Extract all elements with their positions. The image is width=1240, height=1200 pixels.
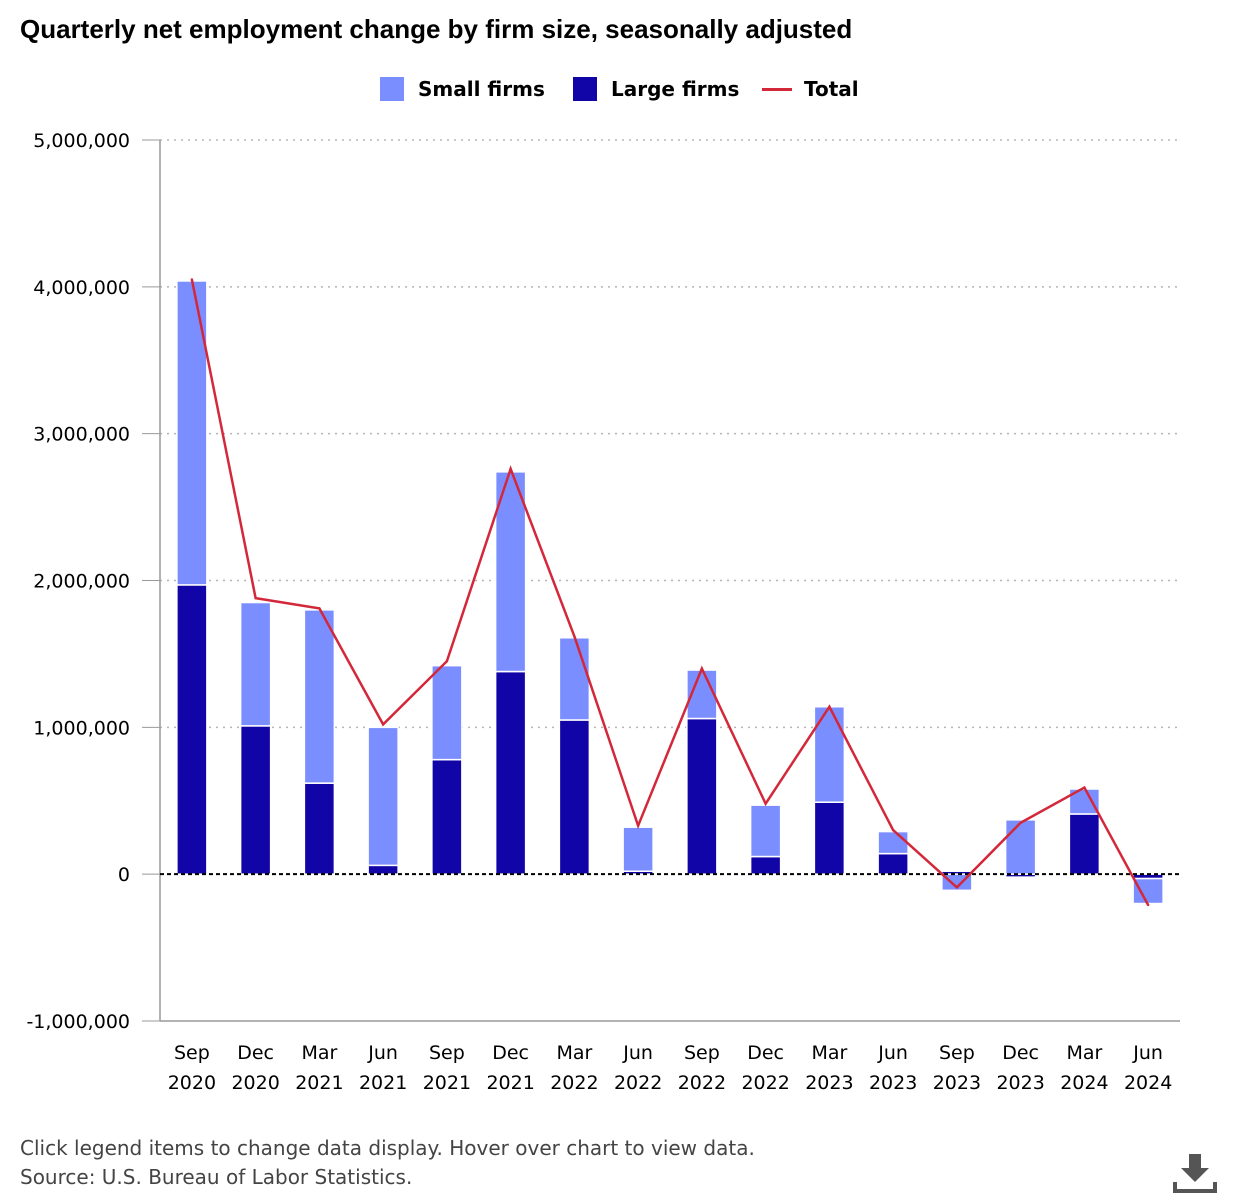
bar-large-firms — [303, 782, 336, 875]
total-point — [573, 635, 576, 638]
chart-title: Quarterly net employment change by firm … — [20, 14, 853, 44]
bar-small-firms — [367, 726, 399, 867]
bar-small-firms — [431, 664, 463, 761]
bar-large-firms — [1068, 813, 1101, 875]
total-point — [318, 607, 321, 610]
bar-small-firms — [749, 804, 782, 858]
bar-large-firms — [686, 717, 718, 875]
x-tick-label: Sep 2020 — [168, 1042, 216, 1094]
bar-large-firms — [367, 864, 399, 875]
legend-label-small-firms: Small firms — [418, 77, 545, 101]
bar-small-firms — [622, 826, 654, 872]
x-tick-label: Dec 2020 — [231, 1042, 279, 1094]
y-tick-label: 3,000,000 — [33, 424, 130, 446]
x-tick-label: Jun 2023 — [869, 1042, 917, 1094]
total-point — [381, 723, 385, 726]
chart-plot[interactable]: 5,000,000 4,000,000 3,000,000 2,000,000 1,00… — [0, 110, 1240, 1110]
legend-item-small-firms[interactable]: Small firms — [380, 72, 545, 106]
bar-large-firms — [877, 852, 909, 875]
bar-small-firms — [239, 601, 272, 727]
small-firms-swatch — [380, 77, 404, 101]
bar-small-firms — [558, 637, 591, 721]
bar-small-firms — [877, 830, 909, 855]
bar-large-firms — [431, 758, 463, 875]
large-firms-swatch — [573, 77, 597, 101]
y-tick-label: 5,000,000 — [33, 130, 130, 152]
x-tick-label: Mar 2021 — [295, 1042, 343, 1094]
total-point — [190, 278, 194, 281]
x-tick-label: Sep 2021 — [423, 1042, 471, 1094]
y-tick-label: 2,000,000 — [33, 571, 130, 593]
total-line-swatch — [762, 87, 792, 91]
y-tick-label: 1,000,000 — [33, 717, 130, 739]
total-point — [1083, 786, 1086, 789]
x-tick-label: Dec 2021 — [486, 1042, 534, 1094]
x-tick-label: Dec 2022 — [741, 1042, 789, 1094]
x-tick-label: Sep 2023 — [933, 1042, 981, 1094]
download-icon[interactable] — [1172, 1150, 1218, 1196]
bar-small-firms — [494, 471, 527, 673]
bar-large-firms — [494, 670, 527, 875]
total-point — [700, 667, 704, 670]
legend-item-large-firms[interactable]: Large firms — [573, 72, 739, 106]
bar-large-firms — [239, 725, 272, 875]
total-point — [636, 824, 640, 827]
total-point — [254, 596, 257, 600]
legend-label-large-firms: Large firms — [611, 77, 740, 101]
y-tick-label: 0 — [118, 864, 130, 886]
total-point — [509, 467, 512, 471]
y-tick-label: 4,000,000 — [33, 277, 130, 299]
x-tick-label: Jun 2024 — [1124, 1042, 1172, 1094]
total-point — [1146, 903, 1150, 907]
bar-large-firms — [813, 801, 846, 875]
total-line — [190, 279, 1150, 906]
x-tick-label: Mar 2024 — [1060, 1042, 1108, 1094]
bar-small-firms — [1068, 788, 1101, 815]
bar-large-firms — [176, 584, 208, 875]
bar-small-firms — [303, 609, 336, 784]
x-tick-label: Sep 2022 — [678, 1042, 726, 1094]
total-point — [445, 660, 449, 663]
total-point — [1019, 821, 1022, 824]
x-tick-label: Dec 2023 — [996, 1042, 1044, 1094]
total-point — [955, 886, 959, 889]
y-tick-label: -1,000,000 — [26, 1011, 130, 1033]
bar-small-firms — [1004, 819, 1037, 875]
total-point — [891, 828, 895, 832]
total-point — [828, 705, 831, 708]
bar-large-firms — [749, 855, 782, 875]
x-tick-label: Mar 2023 — [805, 1042, 853, 1094]
x-tick-label: Jun 2022 — [614, 1042, 662, 1094]
x-tick-label: Mar 2022 — [550, 1042, 598, 1094]
total-point — [764, 802, 767, 805]
x-tick-label: Jun 2021 — [359, 1042, 407, 1094]
footer-instructions: Click legend items to change data displa… — [20, 1136, 755, 1160]
footer: Click legend items to change data displa… — [20, 1134, 755, 1192]
bar-large-firms — [558, 719, 591, 875]
footer-source: Source: U.S. Bureau of Labor Statistics. — [20, 1165, 413, 1189]
legend-item-total[interactable]: Total — [762, 72, 859, 106]
legend-label-total: Total — [804, 77, 859, 101]
bar-small-firms — [1132, 877, 1164, 905]
legend: Small firms Large firms Total — [0, 72, 1240, 106]
